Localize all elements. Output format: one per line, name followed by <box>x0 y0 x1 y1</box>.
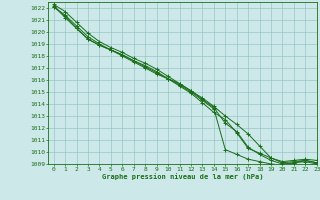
X-axis label: Graphe pression niveau de la mer (hPa): Graphe pression niveau de la mer (hPa) <box>102 173 263 180</box>
